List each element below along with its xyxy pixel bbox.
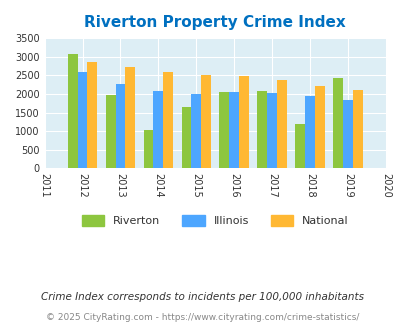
Bar <box>219 92 229 168</box>
Bar <box>229 92 239 168</box>
Bar <box>239 76 248 168</box>
Bar <box>125 67 135 168</box>
Bar <box>191 94 201 168</box>
Bar <box>115 83 125 168</box>
Bar <box>257 91 266 168</box>
Bar <box>314 86 324 168</box>
Bar <box>153 91 163 168</box>
Bar <box>105 95 115 168</box>
Bar <box>77 72 87 168</box>
Text: Crime Index corresponds to incidents per 100,000 inhabitants: Crime Index corresponds to incidents per… <box>41 292 364 302</box>
Bar <box>68 54 77 168</box>
Text: © 2025 CityRating.com - https://www.cityrating.com/crime-statistics/: © 2025 CityRating.com - https://www.city… <box>46 313 359 322</box>
Bar <box>87 62 97 168</box>
Bar <box>201 75 211 168</box>
Title: Riverton Property Crime Index: Riverton Property Crime Index <box>84 15 345 30</box>
Bar <box>266 93 277 168</box>
Bar <box>277 80 286 168</box>
Bar <box>294 124 305 168</box>
Bar <box>181 107 191 168</box>
Bar <box>342 100 352 168</box>
Legend: Riverton, Illinois, National: Riverton, Illinois, National <box>77 211 352 231</box>
Bar <box>163 72 173 168</box>
Bar <box>352 90 362 168</box>
Bar <box>333 78 342 168</box>
Bar <box>305 96 314 168</box>
Bar <box>143 130 153 168</box>
